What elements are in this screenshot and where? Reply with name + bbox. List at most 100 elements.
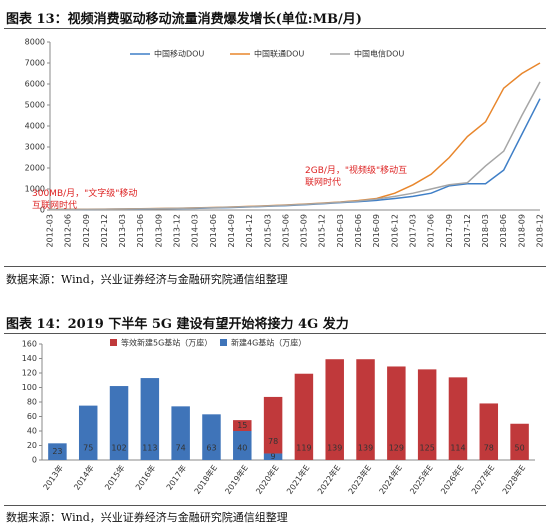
x-tick-label: 2014-03 xyxy=(191,214,200,247)
x-tick-label: 2025年E xyxy=(407,463,434,496)
y-tick-label: 60 xyxy=(27,412,37,421)
x-tick-label: 2019年E xyxy=(223,463,250,496)
value-label: 78 xyxy=(268,437,278,446)
bar-chart: 0 20 40 60 80 100 120 140 160 23 75 102 113 74 63 40 9 15… xyxy=(22,338,535,496)
line-chart: 0 1000 2000 3000 4000 5000 6000 7000 8000 2012-03… xyxy=(25,38,545,248)
legend-label: 中国电信DOU xyxy=(354,49,404,59)
bar xyxy=(109,386,129,460)
value-label: 114 xyxy=(450,444,465,453)
bar xyxy=(233,420,252,431)
x-tick-label: 2018-09 xyxy=(517,214,526,247)
x-tick-label: 2016年 xyxy=(133,463,157,492)
y-tick-label: 6000 xyxy=(25,80,45,89)
x-tick-label: 2021年E xyxy=(284,463,311,496)
x-tick-label: 2015-06 xyxy=(281,214,290,247)
value-label: 40 xyxy=(237,444,247,453)
x-tick-label: 2013-03 xyxy=(118,214,127,247)
value-label: 23 xyxy=(52,447,62,456)
x-tick-label: 2014年 xyxy=(71,463,95,492)
x-tick-label: 2018-06 xyxy=(499,214,508,247)
bar xyxy=(263,396,283,454)
bar xyxy=(171,406,190,460)
bar xyxy=(448,377,468,460)
bar xyxy=(78,405,98,460)
x-tick-label: 2018-03 xyxy=(481,214,490,247)
legend-label: 新建4G基站（万座） xyxy=(231,338,306,348)
x-tick-label: 2016-12 xyxy=(390,214,399,247)
x-tick-label: 2015-03 xyxy=(263,214,272,247)
value-label: 75 xyxy=(83,444,93,453)
title-rule xyxy=(4,333,546,334)
y-tick-label: 100 xyxy=(22,383,37,392)
x-tick-label: 2012-09 xyxy=(82,214,91,247)
x-tick-label: 2024年E xyxy=(377,463,404,496)
x-tick-label: 2013年 xyxy=(41,463,65,492)
legend-swatch xyxy=(110,339,117,346)
bar xyxy=(387,366,406,460)
bar xyxy=(294,373,314,460)
x-tick-label: 2012-03 xyxy=(46,214,55,247)
series-line xyxy=(49,81,541,211)
annotation: 300MB/月，"文字级"移动互联网时代 xyxy=(32,189,138,211)
x-tick-label: 2018-12 xyxy=(536,214,545,247)
y-tick-label: 3000 xyxy=(25,143,45,152)
bar xyxy=(202,414,221,460)
figure-title: 图表 14：2019 下半年 5G 建设有望开始将接力 4G 发力 xyxy=(6,317,349,332)
value-label: 129 xyxy=(389,444,404,453)
x-tick-label: 2013-12 xyxy=(173,214,182,247)
x-tick-label: 2014-06 xyxy=(209,214,218,247)
value-label: 125 xyxy=(420,444,435,453)
y-tick-label: 20 xyxy=(27,441,37,450)
y-tick-label: 120 xyxy=(22,369,37,378)
x-tick-label: 2016-06 xyxy=(354,214,363,247)
bar xyxy=(233,431,252,460)
source-rule xyxy=(4,505,546,506)
source-rule xyxy=(4,266,546,267)
bar xyxy=(263,453,283,460)
legend-label: 中国联通DOU xyxy=(254,49,304,59)
y-tick-label: 1000 xyxy=(25,185,45,194)
value-label: 139 xyxy=(358,444,373,453)
y-tick-label: 140 xyxy=(22,354,37,363)
y-tick-label: 8000 xyxy=(25,38,45,47)
legend-label: 中国移动DOU xyxy=(154,49,204,59)
x-tick-label: 2028年E xyxy=(500,463,527,496)
value-label: 74 xyxy=(176,444,186,453)
x-tick-label: 2015年 xyxy=(102,463,126,492)
x-tick-label: 2018年E xyxy=(192,463,219,496)
x-tick-label: 2017年 xyxy=(164,463,188,492)
x-tick-label: 2022年E xyxy=(315,463,342,496)
x-tick-label: 2020年E xyxy=(253,463,280,496)
x-tick-label: 2015-09 xyxy=(300,214,309,247)
legend-swatch xyxy=(220,339,227,346)
bar xyxy=(510,423,529,460)
value-label: 63 xyxy=(206,444,216,453)
bar xyxy=(356,359,375,460)
x-tick-label: 2027年E xyxy=(469,463,496,496)
x-tick-label: 2017-12 xyxy=(463,214,472,247)
y-tick-label: 0 xyxy=(32,456,37,465)
legend-label: 等效新建5G基站（万座） xyxy=(121,338,212,348)
value-label: 78 xyxy=(484,444,494,453)
value-label: 113 xyxy=(142,444,157,453)
x-tick-label: 2014-09 xyxy=(227,214,236,247)
x-tick-label: 2023年E xyxy=(346,463,373,496)
title-rule xyxy=(4,28,546,29)
y-tick-label: 0 xyxy=(40,206,45,215)
y-tick-label: 4000 xyxy=(25,122,45,131)
bar xyxy=(479,403,499,460)
annotation: 2GB/月，"视频级"移动互联网时代 xyxy=(305,166,408,188)
y-tick-label: 5000 xyxy=(25,101,45,110)
x-tick-label: 2016-03 xyxy=(336,214,345,247)
x-tick-label: 2017-09 xyxy=(445,214,454,247)
y-tick-label: 40 xyxy=(27,427,37,436)
y-tick-label: 2000 xyxy=(25,164,45,173)
bar xyxy=(325,359,344,460)
y-tick-label: 80 xyxy=(27,398,37,407)
bar xyxy=(140,378,160,460)
value-label: 50 xyxy=(515,444,525,453)
figure-title: 图表 13：视频消费驱动移动流量消费爆发增长(单位:MB/月) xyxy=(6,12,362,27)
x-tick-label: 2016-09 xyxy=(372,214,381,247)
value-label: 15 xyxy=(237,421,247,430)
value-label: 9 xyxy=(271,452,276,461)
